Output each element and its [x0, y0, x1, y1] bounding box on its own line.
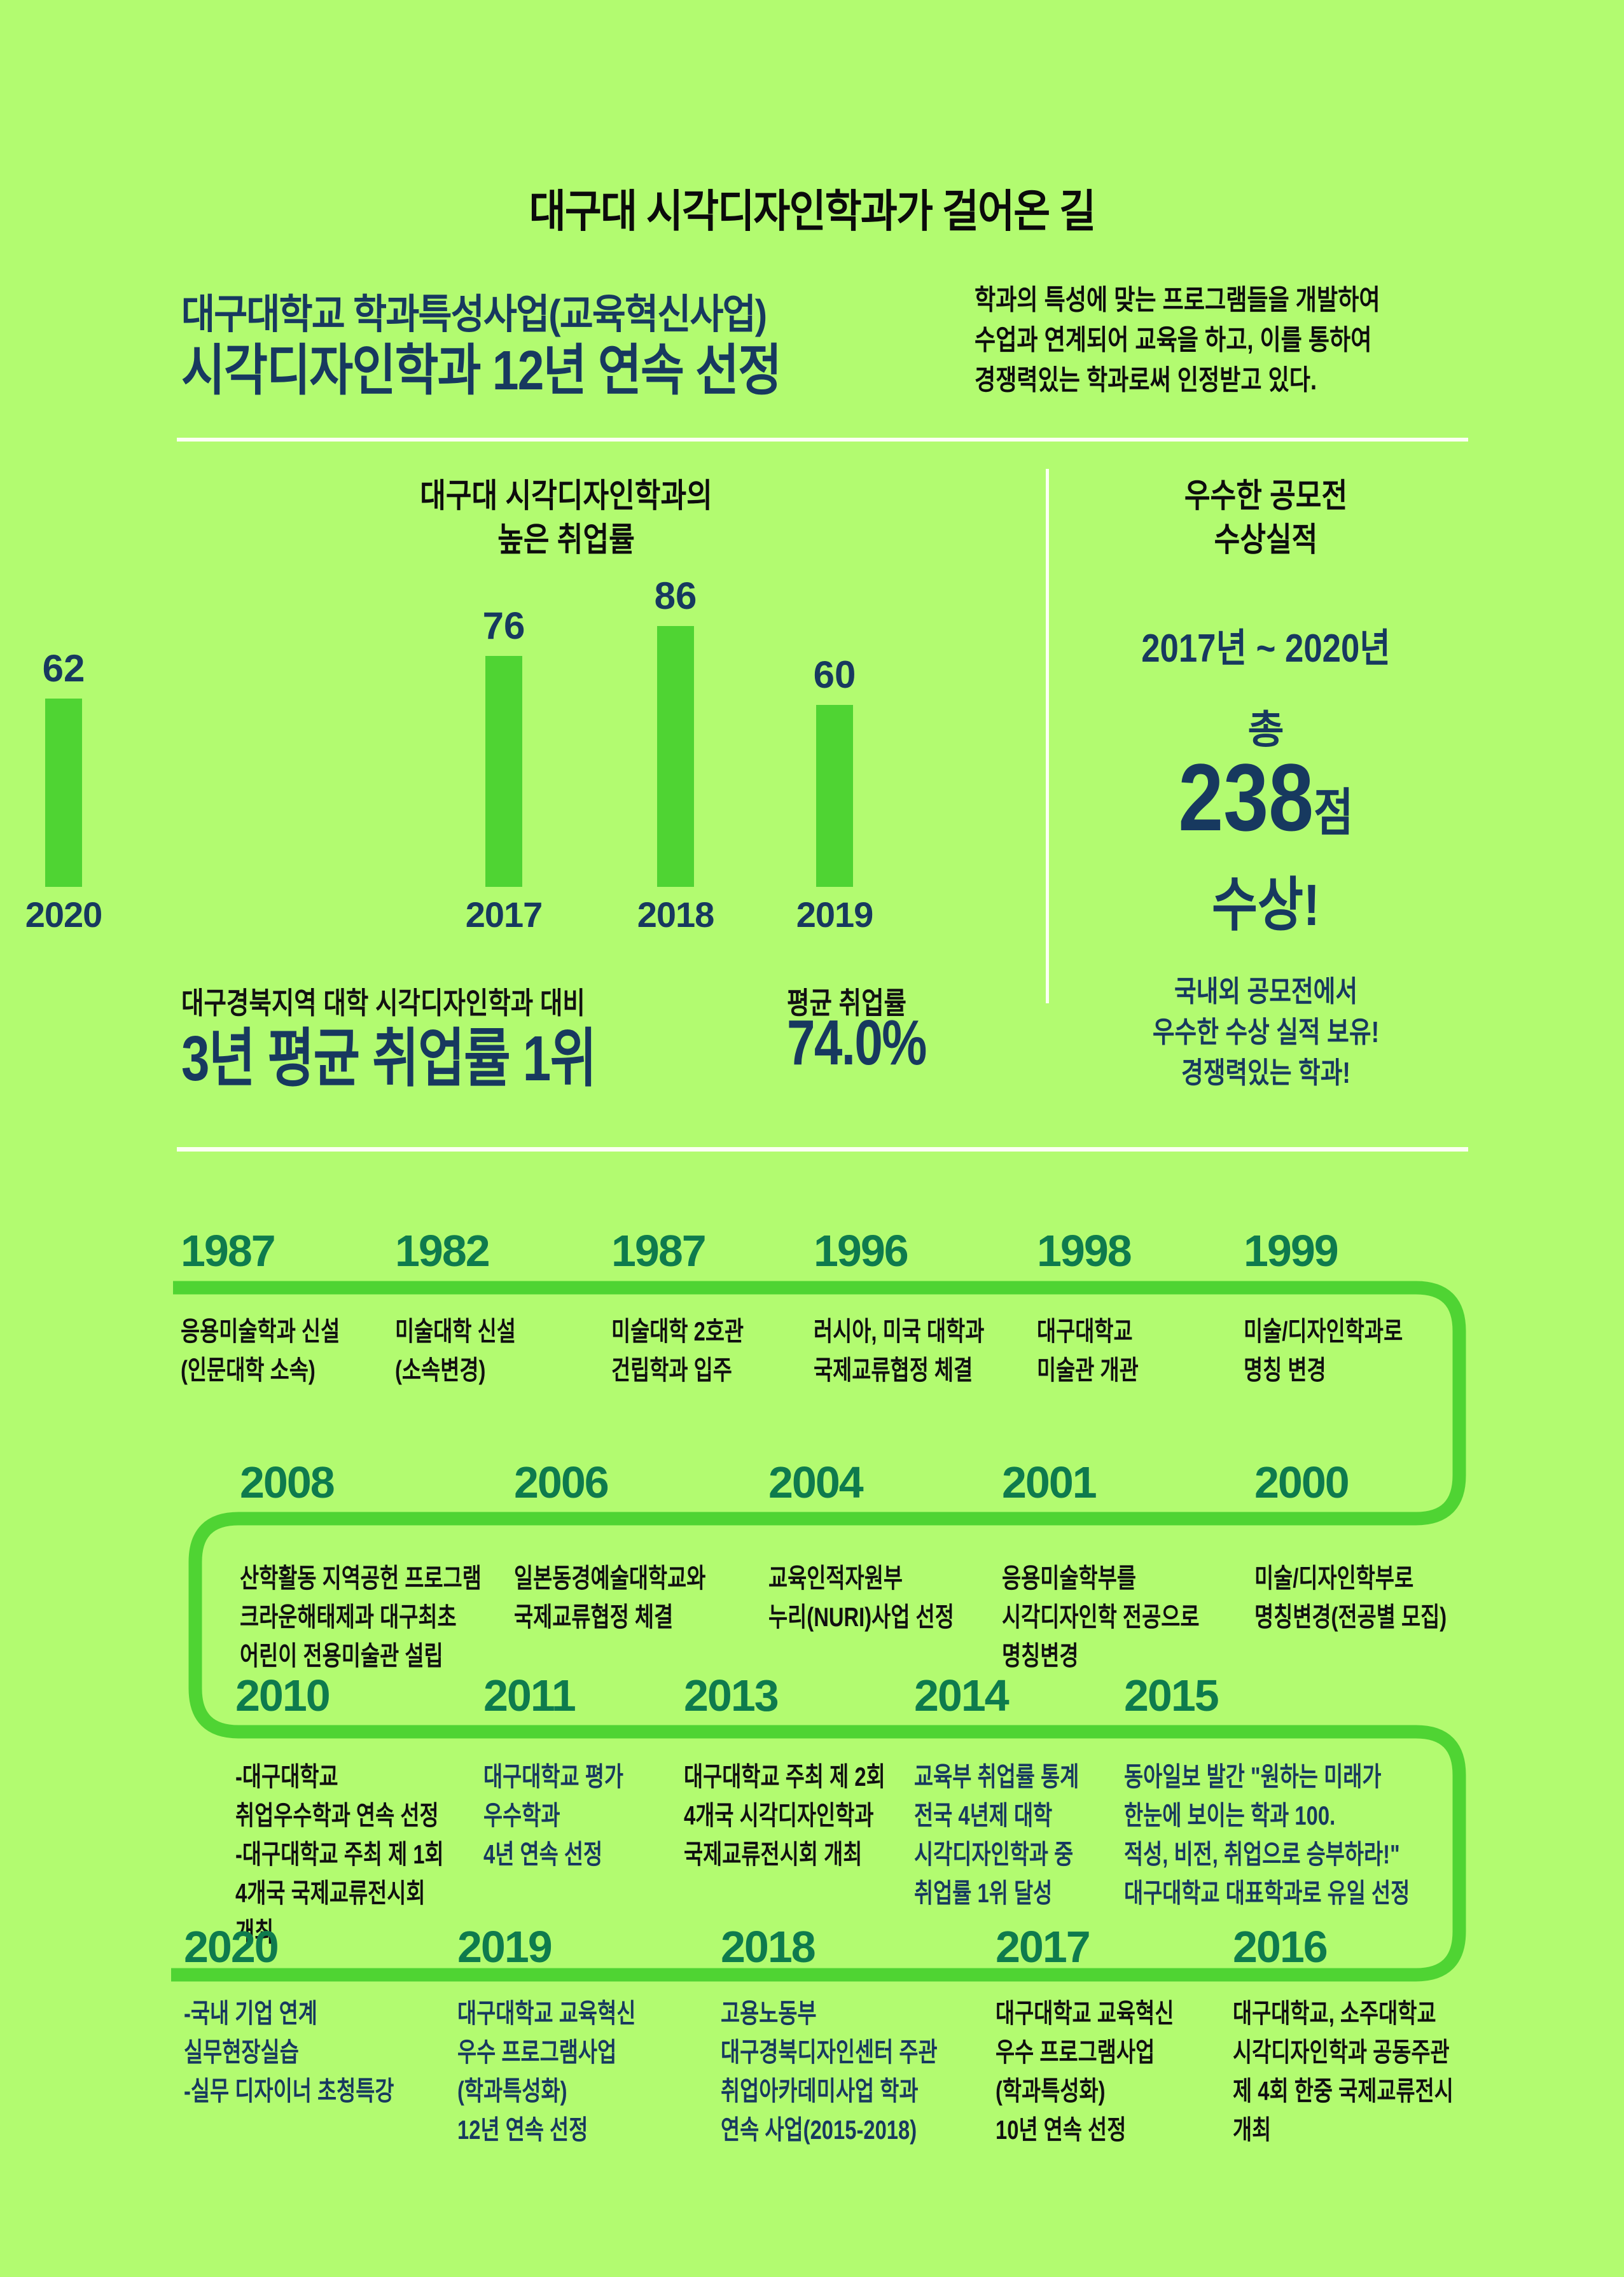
bar-2017	[485, 656, 522, 887]
timeline-description: 일본동경예술대학교와 국제교류협정 체결	[514, 1563, 706, 1632]
bar-2020	[45, 699, 82, 887]
awards-title: 우수한 공모전 수상실적	[1184, 478, 1348, 559]
timeline-year: 1998	[1037, 1226, 1132, 1276]
timeline-description: 대구대학교 미술관 개관	[1037, 1316, 1139, 1385]
stat-right-value: 74.0%	[787, 1007, 927, 1078]
timeline-year: 1987	[181, 1226, 276, 1276]
timeline-year: 1999	[1244, 1226, 1339, 1276]
bar-value-label: 60	[813, 653, 856, 696]
header-title-line2: 시각디자인학과 12년 연속 선정	[181, 340, 782, 401]
stat-left-label: 대구경북지역 대학 시각디자인학과 대비	[181, 986, 585, 1020]
timeline-description: 동아일보 발간 "원하는 미래가 한눈에 보이는 학과 100. 적성, 비전,…	[1124, 1762, 1410, 1908]
timeline-description: 응용미술학과 신설 (인문대학 소속)	[181, 1316, 340, 1385]
timeline-description: -대구대학교 취업우수학과 연속 선정 -대구대학교 주최 제 1회 4개국 국…	[235, 1762, 444, 1947]
timeline-year: 2001	[1002, 1458, 1097, 1507]
bar-value-label: 76	[482, 604, 525, 647]
awards-period: 2017년 ~ 2020년	[1141, 627, 1391, 671]
awards-total-unit: 점	[1314, 784, 1354, 841]
bar-group-2017: 76 2017	[440, 0, 567, 942]
timeline-year: 1987	[611, 1226, 707, 1276]
timeline-description: 미술대학 신설 (소속변경)	[395, 1316, 516, 1385]
bar-value-label: 62	[42, 647, 85, 690]
timeline-description: 교육부 취업률 통계 전국 4년제 대학 시각디자인학과 중 취업률 1위 달성	[914, 1762, 1079, 1908]
bar-category-label: 2017	[465, 895, 543, 935]
timeline-year: 2008	[240, 1458, 335, 1507]
header-description: 학과의 특성에 맞는 프로그램들을 개발하여 수업과 연계되어 교육을 하고, …	[975, 284, 1380, 396]
timeline-description: 교육인적자원부 누리(NURI)사업 선정	[768, 1563, 954, 1632]
stat-left-value: 3년 평균 취업률 1위	[181, 1023, 597, 1094]
timeline-year: 2006	[514, 1458, 609, 1507]
header-title-line1: 대구대학교 학과특성사업(교육혁신사업)	[181, 291, 767, 337]
awards-footer: 국내외 공모전에서 우수한 수상 실적 보유! 경쟁력있는 학과!	[1152, 975, 1380, 1089]
awards-suffix: 수상!	[1212, 873, 1320, 938]
divider-horizontal-top	[177, 438, 1468, 442]
timeline-description: 미술/디자인학부로 명칭변경(전공별 모집)	[1254, 1563, 1447, 1632]
timeline-description: 산학활동 지역공헌 프로그램 크라운해태제과 대구최초 어린이 전용미술관 설립	[240, 1563, 482, 1671]
timeline-year: 2013	[684, 1671, 779, 1720]
timeline-description: 대구대학교 주최 제 2회 4개국 시각디자인학과 국제교류전시회 개최	[684, 1762, 885, 1869]
timeline-year: 2016	[1233, 1922, 1328, 1972]
timeline-description: 대구대학교, 소주대학교 시각디자인학과 공동주관 제 4회 한중 국제교류전시…	[1233, 1998, 1454, 2145]
timeline-year: 2015	[1124, 1671, 1219, 1720]
bar-category-label: 2020	[25, 895, 103, 935]
timeline-description: 미술/디자인학과로 명칭 변경	[1244, 1316, 1403, 1385]
timeline-description: -국내 기업 연계 실무현장실습 -실무 디자이너 초청특강	[184, 1998, 394, 2106]
bar-value-label: 86	[654, 574, 697, 617]
divider-vertical	[1046, 469, 1049, 1003]
timeline-description: 고용노동부 대구경북디자인센터 주관 취업아카데미사업 학과 연속 사업(201…	[721, 1998, 938, 2145]
timeline-description: 미술대학 2호관 건립학과 입주	[611, 1316, 744, 1385]
timeline-year: 2014	[914, 1671, 1010, 1720]
timeline-year: 2019	[457, 1922, 553, 1972]
timeline-description: 대구대학교 교육혁신 우수 프로그램사업 (학과특성화) 10년 연속 선정	[996, 1998, 1174, 2145]
awards-total: 238점	[1088, 749, 1445, 846]
timeline-description: 대구대학교 평가 우수학과 4년 연속 선정	[483, 1762, 624, 1869]
bar-2019	[816, 705, 853, 887]
bar-group-2019: 60 2019	[771, 0, 898, 942]
timeline-year: 2004	[768, 1458, 864, 1507]
timeline-year: 2011	[483, 1671, 576, 1720]
bar-group-2018: 86 2018	[612, 0, 739, 942]
awards-total-label: 총	[1247, 708, 1284, 752]
timeline-year: 2017	[996, 1922, 1091, 1972]
timeline-year: 2020	[184, 1922, 279, 1972]
bar-group-2020: 62 2020	[0, 0, 127, 942]
timeline-year: 2000	[1254, 1458, 1350, 1507]
timeline-description: 러시아, 미국 대학과 국제교류협정 체결	[814, 1316, 985, 1385]
timeline-year: 2018	[721, 1922, 816, 1972]
timeline-year: 1982	[395, 1226, 490, 1276]
chart-title: 대구대 시각디자인학과의 높은 취업률	[420, 478, 712, 559]
bar-category-label: 2019	[796, 895, 874, 935]
bar-2018	[657, 626, 694, 887]
timeline-year: 2010	[235, 1671, 331, 1720]
awards-panel: 우수한 공모전 수상실적 2017년 ~ 2020년 총 238점 수상! 국내…	[1056, 0, 1476, 1145]
divider-horizontal-bottom	[177, 1147, 1468, 1152]
timeline-description: 응용미술학부를 시각디자인학 전공으로 명칭변경	[1002, 1563, 1200, 1671]
timeline-description: 대구대학교 교육혁신 우수 프로그램사업 (학과특성화) 12년 연속 선정	[457, 1998, 636, 2145]
stat-right-label: 평균 취업률	[787, 986, 906, 1020]
timeline-year: 1996	[814, 1226, 909, 1276]
page-title: 대구대 시각디자인학과가 걸어온 길	[529, 186, 1096, 236]
bar-category-label: 2018	[637, 895, 715, 935]
awards-total-value: 238	[1178, 744, 1314, 851]
